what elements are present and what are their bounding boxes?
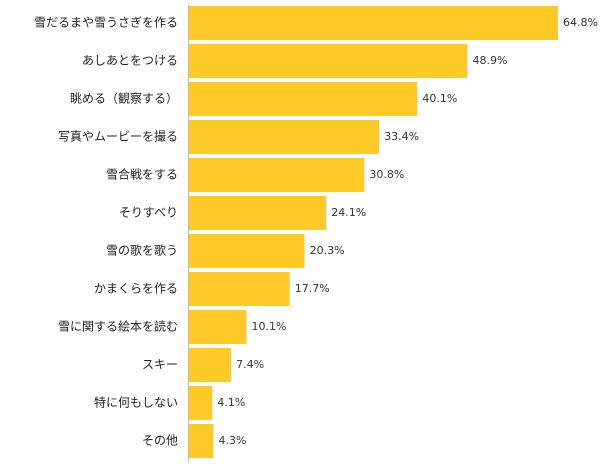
category-label: そりすべり bbox=[119, 206, 178, 220]
category-label: 雪合戦をする bbox=[106, 167, 178, 182]
value-label: 17.7% bbox=[295, 282, 330, 295]
category-label: 眺める（観察する） bbox=[70, 92, 178, 106]
bars bbox=[189, 6, 558, 458]
bar bbox=[189, 348, 232, 382]
category-label: あしあとをつける bbox=[82, 54, 178, 68]
value-label: 64.8% bbox=[563, 16, 598, 29]
bar bbox=[189, 234, 305, 268]
bar bbox=[189, 158, 365, 192]
bar bbox=[189, 44, 468, 78]
bar bbox=[189, 310, 247, 344]
category-label: 写真やムービーを撮る bbox=[58, 130, 178, 144]
bar bbox=[189, 6, 558, 40]
bar bbox=[189, 272, 290, 306]
value-label: 4.3% bbox=[218, 434, 246, 447]
bar bbox=[189, 196, 327, 230]
category-label: 雪に関する絵本を読む bbox=[58, 319, 178, 334]
value-labels: 64.8% 48.9% 40.1% 33.4% 30.8% 24.1% 20.3% 17.7%… bbox=[217, 16, 598, 447]
value-label: 40.1% bbox=[422, 92, 457, 105]
value-label: 30.8% bbox=[369, 168, 404, 181]
value-label: 10.1% bbox=[252, 320, 287, 333]
value-label: 48.9% bbox=[472, 54, 507, 67]
bar bbox=[189, 424, 214, 458]
value-label: 33.4% bbox=[384, 130, 419, 143]
category-labels: 雪だるまや雪うさぎを作るあしあとをつける眺める（観察する）写真やムービーを撮る雪… bbox=[34, 16, 178, 448]
bar bbox=[189, 386, 213, 420]
category-label: その他 bbox=[142, 434, 178, 448]
category-label: 特に何もしない bbox=[94, 395, 178, 410]
category-label: かまくらを作る bbox=[94, 282, 178, 296]
bar bbox=[189, 120, 380, 154]
value-label: 4.1% bbox=[217, 396, 245, 409]
value-label: 20.3% bbox=[310, 244, 345, 257]
value-label: 7.4% bbox=[236, 358, 264, 371]
category-label: 雪だるまや雪うさぎを作る bbox=[34, 16, 178, 30]
category-label: 雪の歌を歌う bbox=[106, 243, 178, 258]
bar bbox=[189, 82, 418, 116]
category-label: スキー bbox=[142, 358, 178, 372]
value-label: 24.1% bbox=[331, 206, 366, 219]
